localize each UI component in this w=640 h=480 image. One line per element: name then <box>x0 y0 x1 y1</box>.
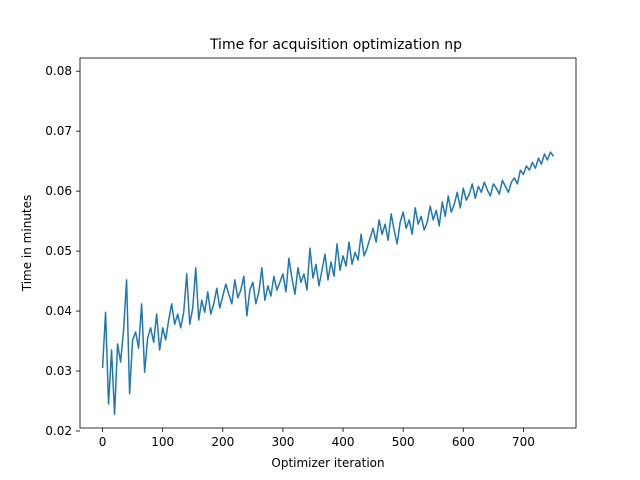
x-tick-label: 400 <box>332 435 355 449</box>
series-layer <box>101 151 555 415</box>
y-tick-label: 0.04 <box>45 304 72 318</box>
x-tick-label: 0 <box>99 435 107 449</box>
x-tick-label: 300 <box>271 435 294 449</box>
x-axis-label: Optimizer iteration <box>271 456 384 470</box>
y-tick-label: 0.03 <box>45 364 72 378</box>
plot-area-frame <box>79 57 577 429</box>
y-axis: 0.02 0.03 0.04 0.05 0.06 0.07 0.08 <box>45 64 80 438</box>
y-axis-label: Time in minutes <box>20 195 34 293</box>
y-tick-label: 0.08 <box>45 64 72 78</box>
series-line-0 <box>101 151 555 415</box>
y-tick-label: 0.07 <box>45 124 72 138</box>
y-tick-label: 0.06 <box>45 184 72 198</box>
x-tick-label: 700 <box>512 435 535 449</box>
y-tick-label: 0.02 <box>45 424 72 438</box>
chart-title: Time for acquisition optimization np <box>209 37 462 53</box>
x-axis: 0 100 200 300 400 500 600 700 <box>99 428 535 449</box>
x-tick-label: 200 <box>211 435 234 449</box>
x-tick-label: 500 <box>392 435 415 449</box>
y-tick-label: 0.05 <box>45 244 72 258</box>
x-tick-label: 600 <box>452 435 475 449</box>
x-tick-label: 100 <box>151 435 174 449</box>
